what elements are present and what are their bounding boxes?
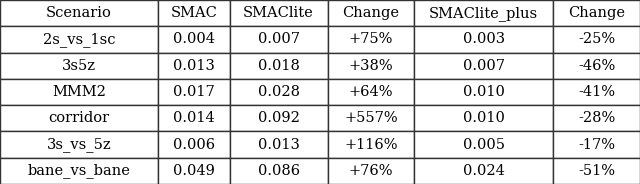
Bar: [414, 26, 554, 53]
Bar: [0, 158, 158, 184]
Text: 0.010: 0.010: [463, 85, 505, 99]
Text: 0.005: 0.005: [463, 138, 505, 152]
Text: 0.007: 0.007: [257, 32, 300, 46]
Text: 0.007: 0.007: [463, 59, 505, 73]
Text: -28%: -28%: [578, 111, 615, 125]
Bar: [414, 53, 554, 79]
Text: 0.014: 0.014: [173, 111, 215, 125]
Text: -51%: -51%: [578, 164, 615, 178]
Bar: [230, 26, 328, 53]
Bar: [554, 26, 640, 53]
Bar: [158, 131, 230, 158]
Text: 0.010: 0.010: [463, 111, 505, 125]
Bar: [230, 131, 328, 158]
Bar: [554, 0, 640, 26]
Bar: [0, 105, 158, 131]
Bar: [554, 131, 640, 158]
Bar: [230, 158, 328, 184]
Text: +64%: +64%: [349, 85, 393, 99]
Text: 3s5z: 3s5z: [62, 59, 96, 73]
Text: Change: Change: [568, 6, 625, 20]
Bar: [328, 105, 414, 131]
Bar: [230, 79, 328, 105]
Bar: [230, 0, 328, 26]
Bar: [554, 53, 640, 79]
Bar: [158, 53, 230, 79]
Text: 0.092: 0.092: [258, 111, 300, 125]
Text: +75%: +75%: [349, 32, 393, 46]
Text: 0.024: 0.024: [463, 164, 505, 178]
Text: +557%: +557%: [344, 111, 397, 125]
Bar: [554, 105, 640, 131]
Text: +76%: +76%: [349, 164, 393, 178]
Text: -17%: -17%: [578, 138, 615, 152]
Bar: [328, 158, 414, 184]
Bar: [158, 105, 230, 131]
Bar: [414, 131, 554, 158]
Bar: [414, 158, 554, 184]
Text: 0.028: 0.028: [257, 85, 300, 99]
Text: Scenario: Scenario: [46, 6, 112, 20]
Bar: [0, 131, 158, 158]
Bar: [0, 79, 158, 105]
Bar: [0, 0, 158, 26]
Bar: [0, 26, 158, 53]
Bar: [554, 79, 640, 105]
Text: 0.018: 0.018: [258, 59, 300, 73]
Text: SMAClite_plus: SMAClite_plus: [429, 6, 538, 21]
Bar: [158, 158, 230, 184]
Text: 0.003: 0.003: [463, 32, 505, 46]
Bar: [554, 158, 640, 184]
Text: 0.086: 0.086: [257, 164, 300, 178]
Text: 0.013: 0.013: [258, 138, 300, 152]
Text: corridor: corridor: [49, 111, 109, 125]
Bar: [158, 26, 230, 53]
Text: -41%: -41%: [578, 85, 615, 99]
Bar: [158, 79, 230, 105]
Text: 2s_vs_1sc: 2s_vs_1sc: [43, 32, 115, 47]
Text: MMM2: MMM2: [52, 85, 106, 99]
Text: 0.013: 0.013: [173, 59, 215, 73]
Text: bane_vs_bane: bane_vs_bane: [28, 163, 131, 178]
Text: +38%: +38%: [349, 59, 393, 73]
Text: 0.049: 0.049: [173, 164, 215, 178]
Text: SMAC: SMAC: [170, 6, 218, 20]
Bar: [328, 79, 414, 105]
Bar: [414, 79, 554, 105]
Text: 3s_vs_5z: 3s_vs_5z: [47, 137, 111, 152]
Text: 0.004: 0.004: [173, 32, 215, 46]
Bar: [414, 0, 554, 26]
Bar: [328, 26, 414, 53]
Text: 0.006: 0.006: [173, 138, 215, 152]
Bar: [0, 53, 158, 79]
Bar: [328, 0, 414, 26]
Text: +116%: +116%: [344, 138, 397, 152]
Text: -25%: -25%: [578, 32, 615, 46]
Bar: [414, 105, 554, 131]
Bar: [158, 0, 230, 26]
Text: 0.017: 0.017: [173, 85, 215, 99]
Text: -46%: -46%: [578, 59, 615, 73]
Bar: [230, 105, 328, 131]
Bar: [328, 131, 414, 158]
Bar: [230, 53, 328, 79]
Text: Change: Change: [342, 6, 399, 20]
Text: SMAClite: SMAClite: [243, 6, 314, 20]
Bar: [328, 53, 414, 79]
